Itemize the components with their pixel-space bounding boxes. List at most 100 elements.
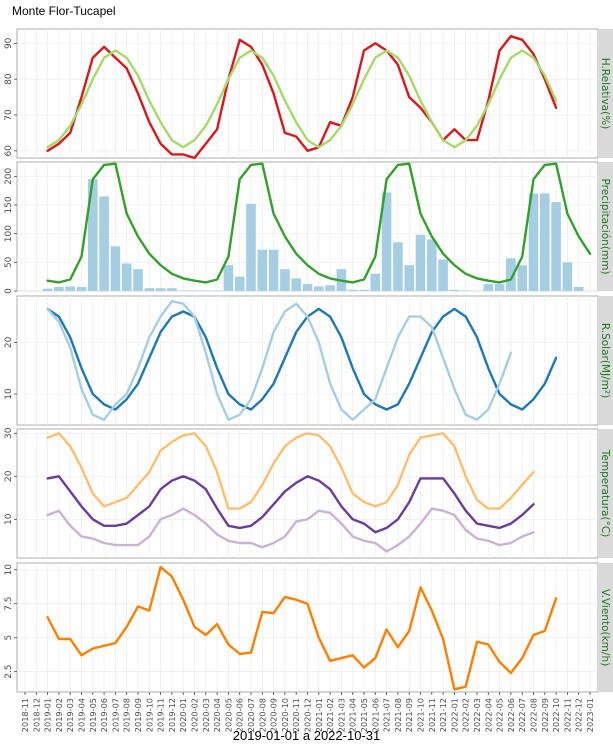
y-tick-label: 7.5 <box>4 597 14 611</box>
x-tick-label: 2022-07 <box>517 698 527 732</box>
x-tick-label: 2020-07 <box>246 698 256 732</box>
x-tick-label: 2019-12 <box>167 698 177 732</box>
x-tick-label: 2020-04 <box>212 698 222 732</box>
x-tick-label: 2022-05 <box>495 698 505 732</box>
facet-strip-label: Precipitación(mm) <box>599 179 611 275</box>
y-tick-label: 30 <box>4 427 14 439</box>
y-tick-label: 10 <box>4 388 14 400</box>
precip-bar <box>99 196 109 291</box>
precip-bar <box>404 265 415 291</box>
precip-bar <box>257 249 268 291</box>
facet-strip-label: Temperatura(°C) <box>599 449 611 538</box>
x-tick-label: 2021-02 <box>325 698 335 732</box>
x-tick-label: 2019-10 <box>144 698 154 732</box>
x-tick-label: 2019-07 <box>110 698 120 732</box>
x-tick-label: 2018-11 <box>20 698 30 732</box>
y-tick-label: 70 <box>4 109 14 121</box>
x-tick-label: 2020-08 <box>257 698 267 732</box>
x-tick-label: 2021-06 <box>370 698 380 732</box>
precip-bar <box>302 284 313 291</box>
precip-bar <box>415 234 426 291</box>
facet-strip <box>598 29 613 158</box>
precip-bar <box>359 289 369 291</box>
y-tick-label: 60 <box>4 145 14 157</box>
panel-4: 10 20 30 Temperatura(°C) <box>4 427 613 559</box>
x-tick-label: 2022-06 <box>506 698 516 732</box>
x-tick-label: 2022-01 <box>449 698 459 732</box>
precip-bar <box>347 289 358 291</box>
panel-2: 0 50 100 150 200 Precipitación(mm) <box>4 161 613 294</box>
precip-bar <box>325 285 335 291</box>
x-tick-label: 2021-01 <box>314 698 324 732</box>
panel-3: 10 20 R.Solar(MJ/m²) <box>4 295 613 426</box>
precip-bar <box>313 286 324 291</box>
series-line-climatology <box>46 300 513 421</box>
x-tick-label: 2020-09 <box>269 698 279 732</box>
x-tick-label: 2019-11 <box>156 698 166 732</box>
y-tick-label: 20 <box>4 470 14 482</box>
precip-bar <box>178 290 189 291</box>
x-axis-title: 2019-01-01 a 2022-10-31 <box>232 728 381 743</box>
x-tick-label: 2021-07 <box>382 698 392 732</box>
precip-bar <box>121 263 132 291</box>
x-tick-label: 2022-04 <box>483 698 493 732</box>
x-tick-label: 2021-09 <box>404 698 414 732</box>
precip-bar <box>426 239 437 291</box>
precip-bar <box>87 179 98 291</box>
precip-bar <box>200 290 211 291</box>
precip-bar <box>280 269 290 291</box>
y-tick-label: 200 <box>4 167 14 184</box>
y-tick-label: 10 <box>4 564 14 576</box>
precip-bar <box>483 284 494 291</box>
y-tick-label: 80 <box>4 73 14 85</box>
precip-bar <box>494 284 505 291</box>
precip-bar <box>506 258 516 291</box>
x-tick-label: 2022-02 <box>461 698 471 732</box>
x-tick-label: 2021-12 <box>438 698 448 732</box>
precip-bar <box>144 288 155 291</box>
precip-bar <box>291 278 302 291</box>
precip-bar <box>133 269 143 291</box>
series-line-climatology <box>46 49 558 149</box>
x-tick-label: 2019-01 <box>43 698 53 732</box>
series-line-mean <box>46 475 535 534</box>
precip-bar <box>246 203 256 291</box>
x-tick-label: 2022-10 <box>551 698 561 732</box>
y-tick-label: 100 <box>4 225 14 242</box>
x-tick-label: 2019-05 <box>88 698 98 732</box>
x-tick-label: 2022-08 <box>529 698 539 732</box>
precip-bar <box>234 276 245 291</box>
x-tick-label: 2021-03 <box>336 698 346 732</box>
panel-5: 2.5 5 7.5 10 V.Viento(km/h) <box>4 562 613 693</box>
precip-bar <box>539 193 550 291</box>
precip-bar <box>381 192 392 291</box>
precip-bar <box>393 242 403 291</box>
x-tick-label: 2018-12 <box>31 698 41 732</box>
x-tick-label: 2020-10 <box>280 698 290 732</box>
precip-bar <box>460 290 471 291</box>
facet-strip-label: H.Relativa(%) <box>599 58 611 130</box>
x-tick-label: 2021-04 <box>348 698 358 732</box>
x-tick-label: 2020-05 <box>223 698 233 732</box>
series-line-climatology <box>46 162 592 284</box>
y-tick-label: 150 <box>4 196 14 213</box>
x-tick-label: 2019-04 <box>77 698 87 732</box>
x-tick-label: 2019-09 <box>133 698 143 732</box>
y-tick-label: 0 <box>4 288 14 294</box>
precip-bar <box>573 286 584 291</box>
x-tick-label: 2022-03 <box>472 698 482 732</box>
series-line-observed <box>46 35 558 160</box>
x-tick-label: 2019-06 <box>99 698 109 732</box>
x-tick-label: 2020-11 <box>291 698 301 732</box>
y-tick-label: 10 <box>4 513 14 525</box>
precip-bar <box>65 286 76 291</box>
facet-strip <box>598 296 613 425</box>
x-tick-label: 2023-01 <box>585 698 595 732</box>
x-axis: 2018-11 2018-12 2019-01 2019-02 2019-03 2019-… <box>20 692 595 732</box>
precip-bar <box>167 288 177 291</box>
series-line-observed <box>46 565 558 691</box>
facet-strip <box>598 429 613 558</box>
precip-bar <box>223 265 234 291</box>
x-tick-label: 2019-08 <box>122 698 132 732</box>
